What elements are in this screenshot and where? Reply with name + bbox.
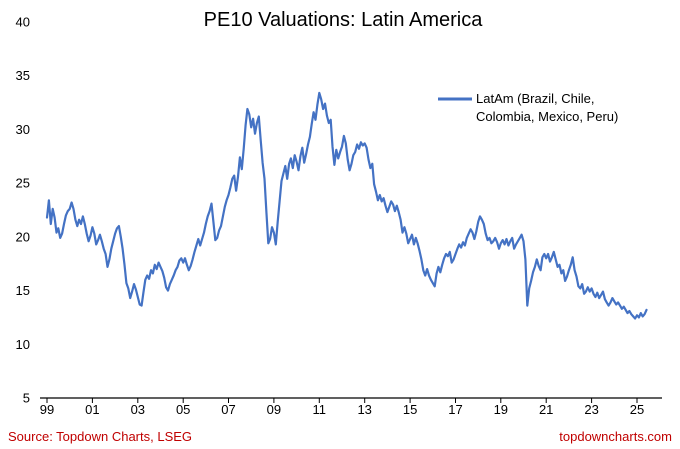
legend-label-line2: Colombia, Mexico, Peru) bbox=[476, 109, 618, 124]
x-tick-label: 07 bbox=[221, 402, 235, 417]
x-tick-label: 13 bbox=[357, 402, 371, 417]
x-tick-label: 21 bbox=[539, 402, 553, 417]
x-tick-label: 09 bbox=[267, 402, 281, 417]
x-tick-label: 11 bbox=[313, 402, 327, 417]
y-tick-label: 20 bbox=[16, 229, 30, 244]
y-tick-label: 5 bbox=[23, 391, 30, 406]
x-tick-label: 19 bbox=[494, 402, 508, 417]
y-tick-label: 30 bbox=[16, 122, 30, 137]
website-text: topdowncharts.com bbox=[559, 429, 672, 444]
x-tick-label: 99 bbox=[40, 402, 54, 417]
chart-title: PE10 Valuations: Latin America bbox=[204, 9, 484, 31]
x-tick-label: 15 bbox=[403, 402, 417, 417]
y-tick-label: 10 bbox=[16, 337, 30, 352]
y-axis-labels: 5 10 15 20 25 30 35 40 bbox=[16, 15, 30, 406]
x-tick-label: 25 bbox=[630, 402, 644, 417]
x-axis-labels: 99 01 03 05 07 09 11 13 15 17 19 21 23 25 bbox=[40, 402, 644, 417]
x-axis-tick-marks bbox=[46, 398, 638, 403]
x-tick-label: 23 bbox=[584, 402, 598, 417]
x-tick-label: 05 bbox=[176, 402, 190, 417]
y-tick-label: 15 bbox=[16, 283, 30, 298]
y-tick-label: 25 bbox=[16, 176, 30, 191]
y-tick-label: 40 bbox=[16, 15, 30, 30]
x-tick-label: 03 bbox=[131, 402, 145, 417]
legend: LatAm (Brazil, Chile, Colombia, Mexico, … bbox=[438, 91, 618, 124]
latam-series-line bbox=[45, 91, 648, 320]
x-tick-label: 17 bbox=[448, 402, 462, 417]
y-tick-label: 35 bbox=[16, 68, 30, 83]
source-text: Source: Topdown Charts, LSEG bbox=[8, 429, 192, 444]
x-tick-label: 01 bbox=[85, 402, 99, 417]
legend-label-line1: LatAm (Brazil, Chile, bbox=[476, 91, 594, 106]
